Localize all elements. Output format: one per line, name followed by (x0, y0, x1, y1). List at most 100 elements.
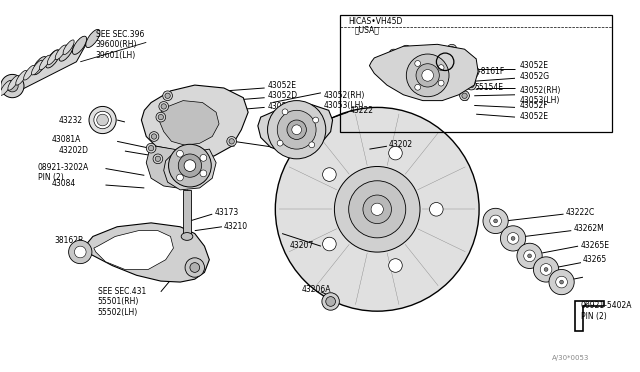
Circle shape (322, 293, 339, 310)
Circle shape (416, 64, 439, 87)
Text: 00921-5402A
PIN (2): 00921-5402A PIN (2) (581, 301, 632, 321)
Circle shape (151, 134, 157, 139)
Polygon shape (369, 44, 478, 100)
Ellipse shape (40, 55, 51, 70)
Polygon shape (15, 44, 86, 93)
Text: 43052(RH)
43053(LH): 43052(RH) 43053(LH) (324, 91, 365, 110)
Circle shape (159, 102, 168, 111)
Circle shape (469, 67, 479, 76)
Ellipse shape (33, 57, 47, 75)
Bar (340, 15, 612, 132)
Text: 43207: 43207 (290, 241, 314, 250)
Polygon shape (159, 100, 219, 145)
Circle shape (415, 84, 420, 90)
Text: 43052E: 43052E (268, 102, 296, 111)
Circle shape (190, 263, 200, 272)
Ellipse shape (181, 232, 193, 240)
Circle shape (389, 49, 399, 59)
Circle shape (68, 240, 92, 264)
Text: A/30*0053: A/30*0053 (552, 355, 589, 361)
Circle shape (168, 144, 211, 187)
Circle shape (468, 83, 474, 88)
Circle shape (391, 51, 396, 57)
Ellipse shape (86, 29, 100, 48)
Text: SEE SEC.396
39600(RH)
39601(LH): SEE SEC.396 39600(RH) 39601(LH) (96, 30, 144, 60)
Polygon shape (183, 190, 191, 238)
Text: 43052E: 43052E (520, 61, 549, 70)
Circle shape (544, 267, 548, 272)
Circle shape (148, 145, 154, 151)
Circle shape (406, 54, 449, 97)
Text: 43202: 43202 (389, 140, 413, 149)
Text: 38162B: 38162B (54, 236, 83, 245)
Text: 43052F: 43052F (287, 144, 316, 153)
Text: B: B (443, 57, 448, 66)
Text: 43052F: 43052F (520, 101, 548, 110)
Circle shape (165, 93, 170, 99)
Circle shape (309, 142, 315, 148)
Ellipse shape (55, 45, 67, 60)
Text: 43265E: 43265E (581, 241, 610, 250)
Circle shape (404, 48, 409, 53)
Text: 55154E: 55154E (474, 83, 503, 92)
Ellipse shape (47, 50, 58, 65)
Text: 08120-8161F
(2): 08120-8161F (2) (455, 67, 505, 86)
Circle shape (277, 140, 283, 146)
Circle shape (540, 264, 552, 275)
Text: 43206A: 43206A (301, 285, 331, 294)
Circle shape (363, 195, 392, 224)
Polygon shape (141, 85, 248, 159)
Circle shape (422, 70, 433, 81)
Circle shape (282, 109, 288, 115)
Circle shape (74, 246, 86, 258)
Circle shape (313, 117, 319, 123)
Circle shape (163, 91, 172, 100)
Text: 43081A: 43081A (51, 135, 81, 144)
Circle shape (185, 258, 204, 277)
Circle shape (401, 45, 411, 55)
Circle shape (549, 269, 574, 295)
Text: 43262M: 43262M (573, 224, 604, 233)
Circle shape (179, 154, 202, 177)
Text: 08921-3202A
PIN (2): 08921-3202A PIN (2) (38, 163, 89, 182)
Circle shape (292, 125, 301, 135)
Circle shape (349, 181, 406, 238)
Circle shape (335, 167, 420, 252)
Circle shape (556, 276, 568, 288)
Text: 43052(RH)
43053(LH): 43052(RH) 43053(LH) (520, 86, 561, 105)
Circle shape (429, 202, 443, 216)
Circle shape (323, 168, 336, 181)
Ellipse shape (8, 76, 19, 90)
Ellipse shape (31, 60, 43, 75)
Circle shape (388, 146, 403, 160)
Text: 43265: 43265 (583, 255, 607, 264)
Text: 43210: 43210 (224, 222, 248, 231)
Polygon shape (164, 149, 216, 190)
Ellipse shape (16, 70, 27, 85)
Circle shape (1, 74, 24, 98)
Circle shape (508, 232, 519, 244)
Ellipse shape (94, 111, 111, 129)
Ellipse shape (97, 114, 108, 126)
Circle shape (156, 112, 166, 122)
Text: 43222C: 43222C (566, 208, 595, 217)
Text: 43052E: 43052E (268, 81, 296, 90)
Circle shape (388, 259, 403, 272)
Circle shape (460, 91, 469, 100)
Ellipse shape (0, 81, 11, 95)
Text: 43052E: 43052E (520, 112, 549, 121)
Circle shape (177, 150, 183, 157)
Ellipse shape (24, 65, 35, 80)
Circle shape (467, 80, 476, 90)
Circle shape (415, 61, 420, 66)
Circle shape (153, 154, 163, 164)
Circle shape (147, 143, 156, 153)
Circle shape (483, 208, 508, 234)
Text: 43084: 43084 (51, 179, 76, 187)
Circle shape (158, 115, 163, 120)
Circle shape (438, 65, 444, 71)
Circle shape (524, 250, 536, 262)
Circle shape (517, 243, 542, 269)
Ellipse shape (46, 50, 60, 68)
Circle shape (371, 203, 383, 215)
